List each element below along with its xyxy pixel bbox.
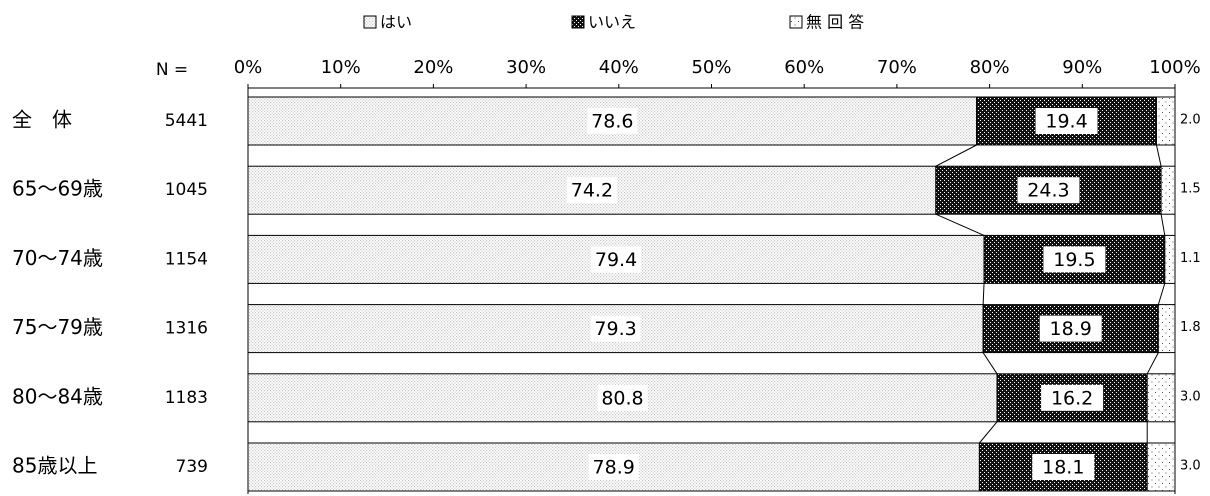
category-label: 80～84歳: [12, 384, 103, 408]
n-value: 1045: [165, 180, 208, 200]
connector: [1155, 144, 1162, 167]
bar-segment: [1146, 442, 1176, 492]
data-label: 80.8: [601, 387, 643, 409]
data-label: 19.4: [1045, 111, 1087, 133]
connector: [935, 144, 977, 167]
data-label: 3.0: [1180, 459, 1201, 474]
bar-segment: [1146, 373, 1176, 423]
n-value: 1316: [165, 319, 208, 339]
bar-segment: [1160, 165, 1176, 215]
x-tick-label: 90%: [1062, 57, 1102, 78]
data-label: 2.0: [1180, 113, 1201, 128]
connector: [1146, 352, 1159, 375]
data-label: 79.4: [595, 249, 637, 271]
bar-segment: [1164, 234, 1176, 284]
legend-label: 無 回 答: [806, 13, 864, 32]
connector: [982, 283, 985, 305]
n-value: 1183: [165, 388, 208, 408]
bar-segment: [1155, 96, 1176, 146]
legend-swatch: [789, 15, 803, 29]
category-label: 全 体: [12, 108, 72, 132]
x-tick-label: 70%: [877, 57, 917, 78]
data-label: 19.5: [1053, 249, 1095, 271]
data-label: 78.9: [593, 457, 635, 479]
label-box: [588, 454, 639, 480]
x-tick-label: 60%: [784, 57, 824, 78]
n-header: N =: [156, 60, 188, 80]
x-tick-label: 20%: [413, 57, 453, 78]
label-box: [1032, 454, 1095, 480]
x-tick-label: 40%: [599, 57, 639, 78]
label-box: [1017, 177, 1080, 204]
n-value: 5441: [165, 111, 208, 131]
x-tick-label: 0%: [234, 57, 263, 78]
bar-segment: [247, 373, 998, 423]
data-label: 16.2: [1051, 387, 1093, 409]
label-box: [590, 315, 641, 342]
data-label: 79.3: [594, 318, 636, 340]
x-tick-label: 100%: [1149, 57, 1200, 78]
connector: [1157, 283, 1166, 305]
data-label: 1.5: [1180, 182, 1201, 197]
category-label: 65～69歳: [12, 177, 103, 201]
n-value: 1154: [165, 249, 208, 269]
label-box: [1043, 246, 1106, 273]
category-label: 75～79歳: [12, 315, 103, 339]
connector: [1160, 214, 1166, 236]
data-label: 24.3: [1027, 180, 1069, 202]
x-tick-label: 10%: [321, 57, 361, 78]
data-label: 1.1: [1180, 251, 1201, 266]
label-box: [566, 177, 617, 204]
x-tick-label: 30%: [506, 57, 546, 78]
label-box: [1035, 108, 1098, 134]
data-label: 1.8: [1180, 320, 1201, 335]
data-label: 18.1: [1042, 457, 1084, 479]
legend-swatch: [363, 15, 377, 29]
legend-label: はい: [380, 13, 412, 32]
label-box: [591, 246, 642, 273]
data-label: 18.9: [1050, 318, 1092, 340]
n-value: 739: [176, 457, 208, 477]
label-box: [1039, 315, 1102, 342]
connector: [982, 352, 998, 375]
bar-segment: [1157, 304, 1176, 354]
legend-swatch: [571, 15, 585, 29]
data-label: 78.6: [591, 111, 633, 133]
label-box: [597, 384, 648, 411]
connector: [979, 421, 998, 444]
data-label: 74.2: [571, 180, 613, 202]
legend-label: いいえ: [588, 13, 636, 32]
category-label: 70～74歳: [12, 246, 103, 270]
label-box: [1041, 384, 1104, 411]
x-tick-label: 50%: [691, 57, 731, 78]
label-box: [587, 108, 638, 134]
category-label: 85歳以上: [12, 454, 97, 478]
connector: [935, 213, 985, 236]
data-label: 3.0: [1180, 389, 1201, 404]
x-tick-label: 80%: [970, 57, 1010, 78]
